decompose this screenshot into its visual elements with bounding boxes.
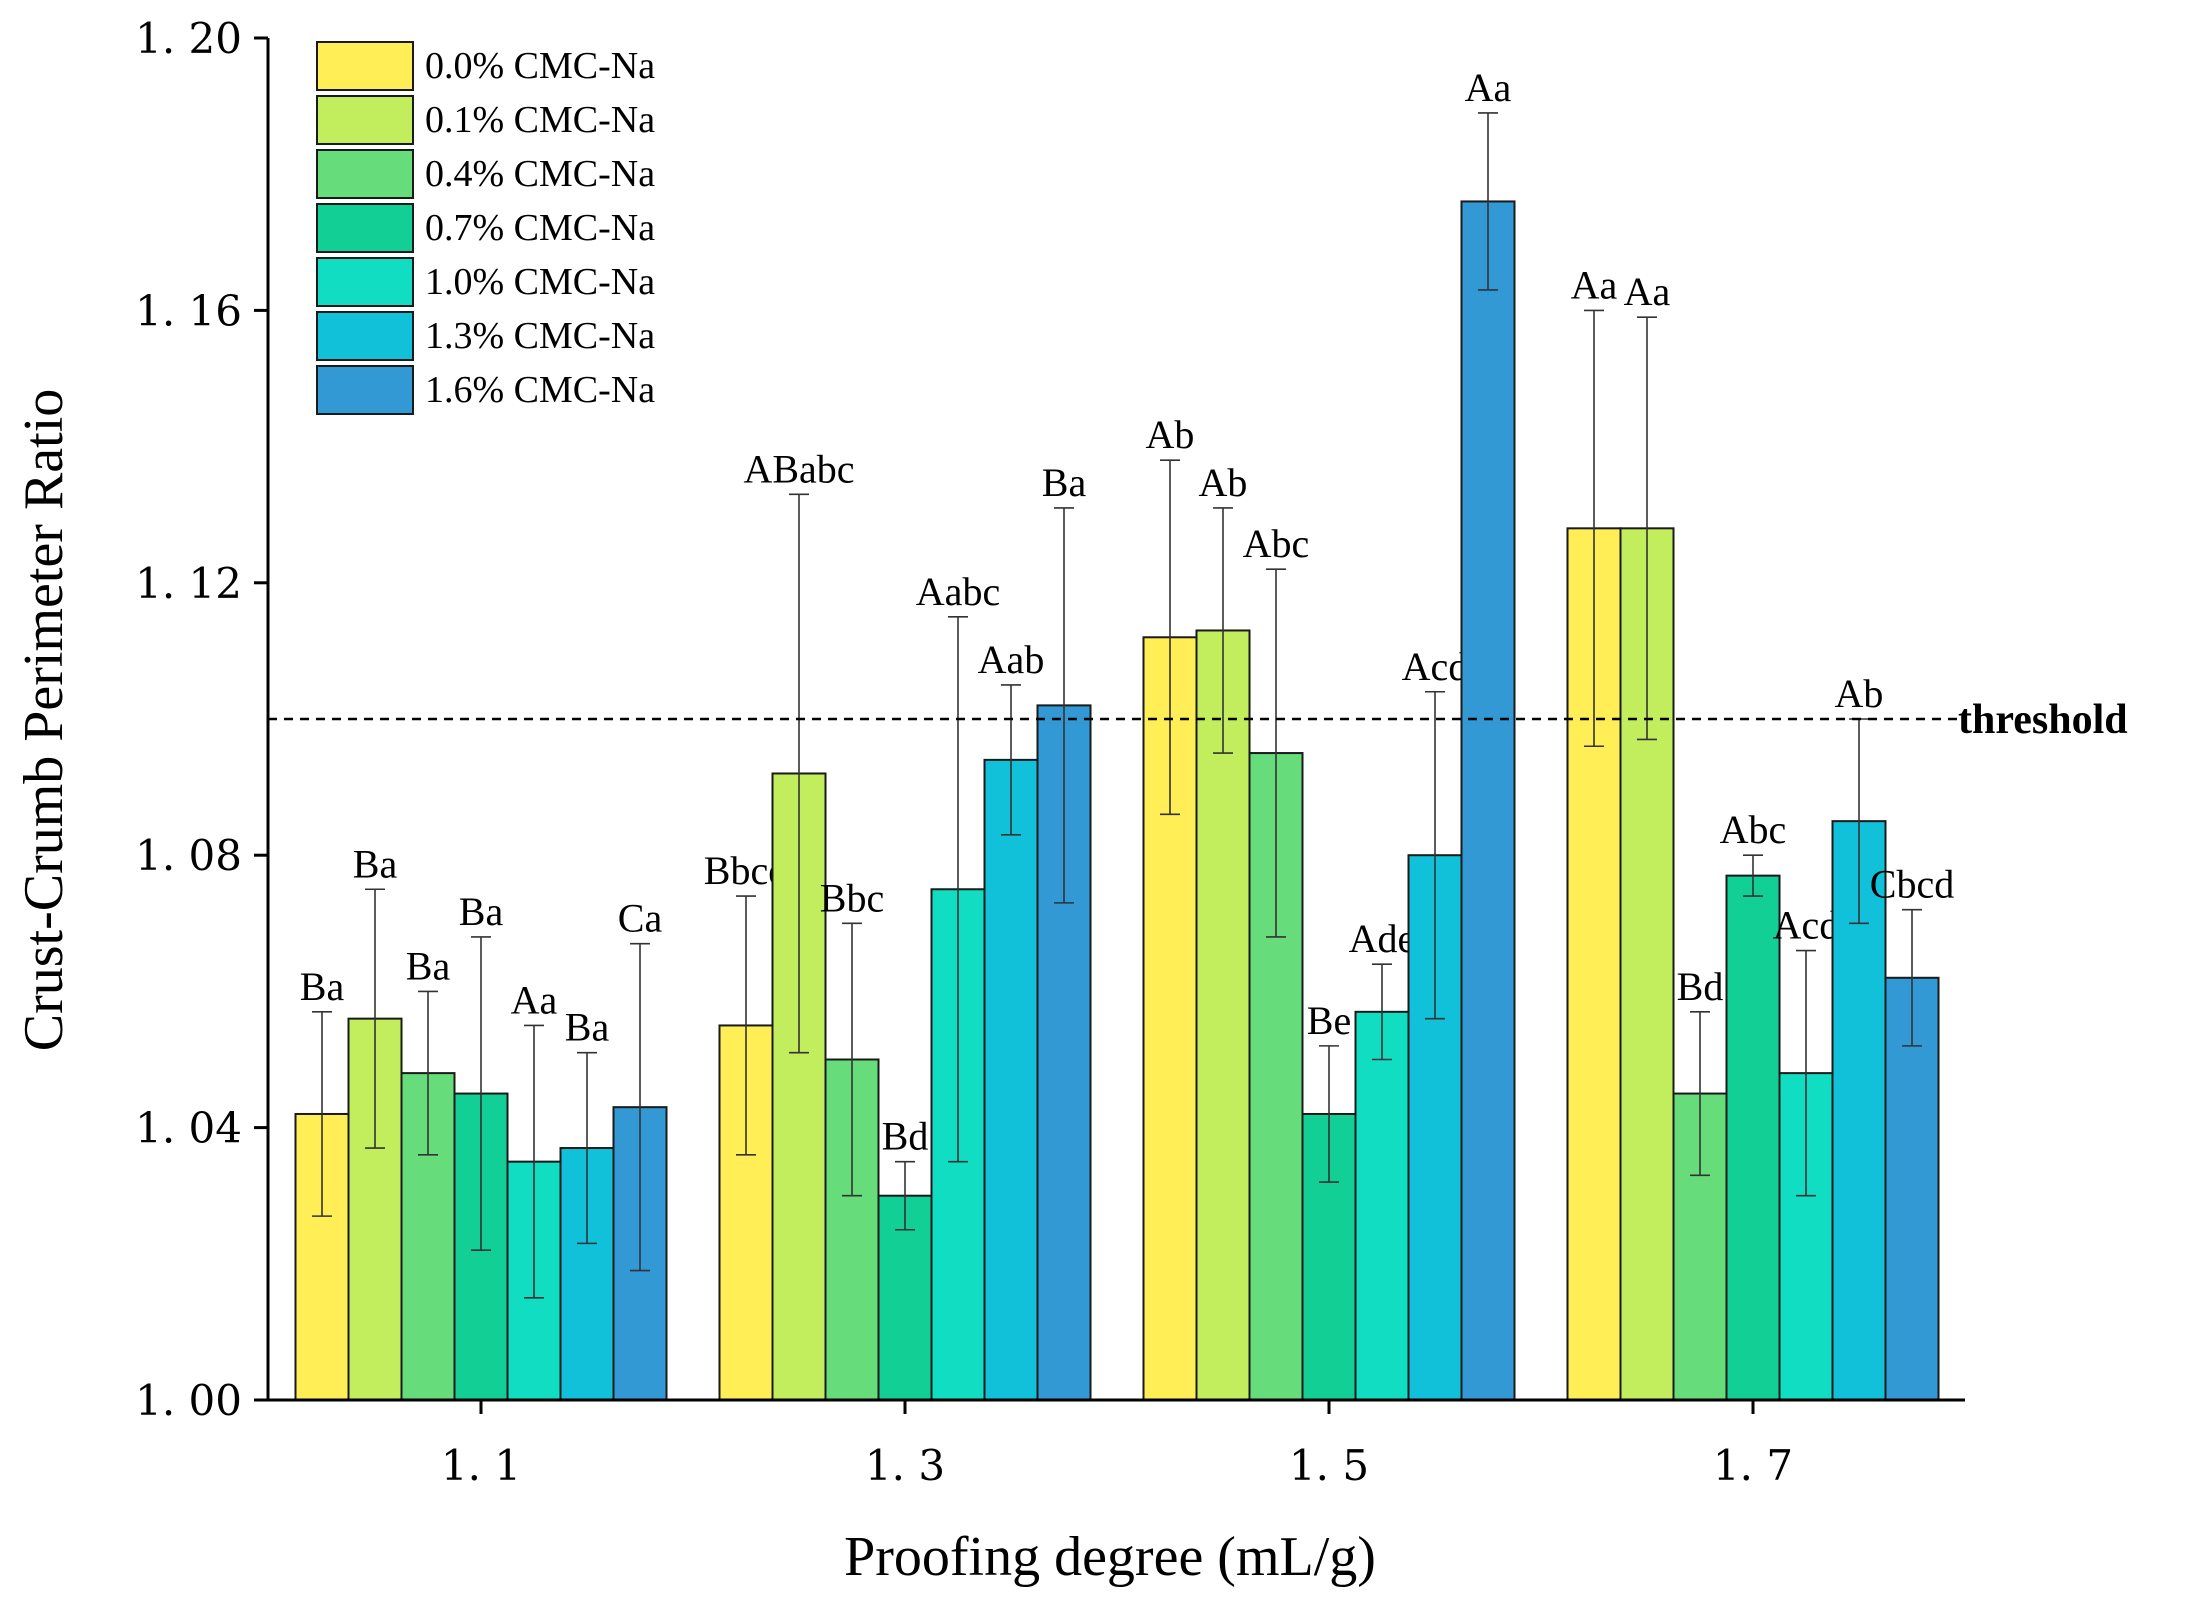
- x-tick-label: 1. 3: [865, 1441, 945, 1490]
- significance-label: Aa: [1624, 269, 1671, 314]
- axes: 1. 00 1. 04 1. 08 1. 12 1. 16 1. 20 1. 1 1. 3 1.…: [135, 14, 1965, 1490]
- legend-swatch: [316, 365, 414, 415]
- bar: [1884, 976, 1940, 1402]
- bar: [1831, 820, 1887, 1401]
- significance-label: Ab: [1835, 671, 1884, 716]
- significance-label: Ba: [406, 943, 451, 988]
- significance-label: Ca: [618, 896, 663, 941]
- bar: [1195, 629, 1251, 1401]
- significance-label: Bd: [882, 1114, 929, 1159]
- significance-label: Bbc: [820, 875, 884, 920]
- bar: [983, 758, 1039, 1401]
- significance-label: Abc: [1720, 807, 1787, 852]
- legend-label: 0.7% CMC-Na: [425, 207, 655, 249]
- significance-label: Ba: [1042, 460, 1087, 505]
- significance-label: Ba: [300, 964, 345, 1009]
- legend-label: 1.6% CMC-Na: [425, 369, 655, 411]
- y-tick-label: 1. 00: [135, 1376, 242, 1425]
- legend-label: 0.4% CMC-Na: [425, 153, 655, 195]
- significance-label: Be: [1307, 998, 1351, 1043]
- legend-swatch: [316, 311, 414, 361]
- significance-label: Aa: [1465, 65, 1512, 110]
- significance-label: Ba: [353, 841, 398, 886]
- significance-label: ABabc: [743, 446, 854, 491]
- significance-label: Aa: [1571, 262, 1618, 307]
- bar: [1354, 1010, 1410, 1402]
- significance-label: Cbcd: [1870, 862, 1954, 907]
- y-tick-label: 1. 08: [135, 831, 242, 880]
- x-tick-label: 1. 7: [1713, 1441, 1793, 1490]
- significance-label: Abc: [1243, 521, 1310, 566]
- legend-swatch: [316, 257, 414, 307]
- y-tick-label: 1. 16: [135, 286, 242, 335]
- x-tick-label: 1. 5: [1289, 1441, 1369, 1490]
- y-tick-label: 1. 20: [135, 14, 242, 63]
- significance-label: Ba: [565, 1005, 610, 1050]
- significance-label: Aa: [511, 977, 558, 1022]
- significance-label: Acd: [1402, 644, 1469, 689]
- significance-label: Ab: [1146, 412, 1195, 457]
- legend: 0.0% CMC-Na 0.1% CMC-Na 0.4% CMC-Na 0.7% CM…: [316, 41, 655, 415]
- legend-label: 0.1% CMC-Na: [425, 99, 655, 141]
- legend-swatch: [316, 41, 414, 91]
- significance-label: Ade: [1349, 916, 1416, 961]
- significance-label: Aab: [978, 637, 1045, 682]
- threshold-label: threshold: [1958, 697, 2128, 743]
- bar: [1725, 874, 1781, 1401]
- legend-swatch: [316, 95, 414, 145]
- legend-label: 0.0% CMC-Na: [425, 45, 655, 87]
- legend-swatch: [316, 149, 414, 199]
- legend-label: 1.3% CMC-Na: [425, 315, 655, 357]
- bar: [1460, 200, 1516, 1402]
- significance-label: Bd: [1677, 964, 1724, 1009]
- significance-label: Ba: [459, 889, 504, 934]
- x-tick-label: 1. 1: [441, 1441, 521, 1490]
- legend-swatch: [316, 203, 414, 253]
- x-axis-title: Proofing degree (mL/g): [844, 1526, 1376, 1588]
- y-tick-label: 1. 04: [135, 1104, 242, 1153]
- significance-label: Acd: [1773, 903, 1840, 948]
- legend-label: 1.0% CMC-Na: [425, 261, 655, 303]
- y-axis-title: Crust-Crumb Perimeter Ratio: [13, 389, 75, 1052]
- significance-label: Aabc: [916, 569, 1000, 614]
- y-tick-label: 1. 12: [135, 559, 242, 608]
- significance-label: Ab: [1199, 460, 1248, 505]
